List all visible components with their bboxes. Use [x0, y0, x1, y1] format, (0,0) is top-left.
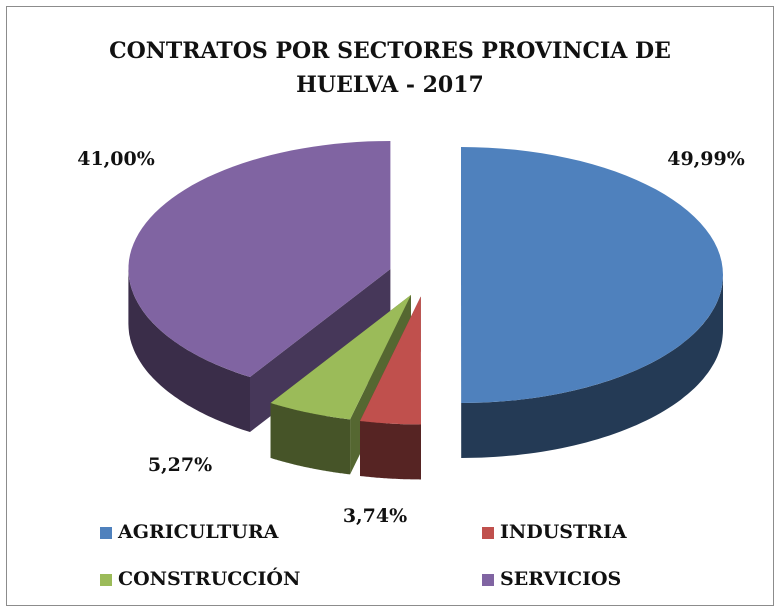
data-label: 3,74%	[343, 505, 407, 527]
data-label: 49,99%	[667, 148, 745, 170]
data-label: 41,00%	[77, 148, 155, 170]
legend-swatch	[100, 574, 112, 586]
legend-label: SERVICIOS	[500, 568, 621, 590]
legend-label: CONSTRUCCIÓN	[118, 567, 300, 590]
legend-label: INDUSTRIA	[500, 521, 627, 543]
legend-swatch	[482, 574, 494, 586]
legend-swatch	[482, 527, 494, 539]
slice-edge	[360, 421, 421, 480]
data-label: 5,27%	[148, 454, 212, 476]
legend-swatch	[100, 527, 112, 539]
pie-slice	[461, 147, 723, 458]
legend-label: AGRICULTURA	[117, 521, 279, 543]
